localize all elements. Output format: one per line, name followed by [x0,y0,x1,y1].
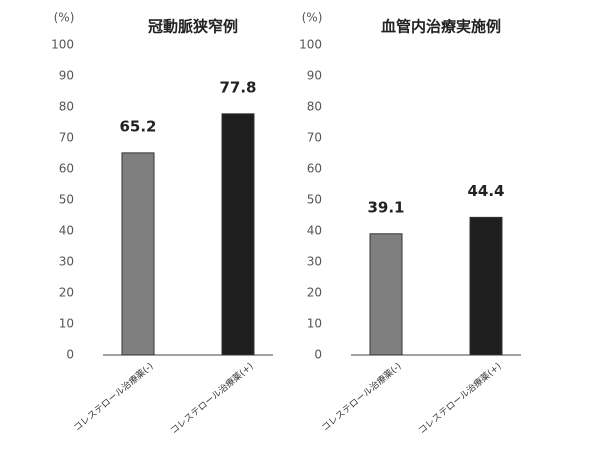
bar [369,233,403,356]
y-tick-label: 70 [307,131,322,145]
x-tick-label: コレステロール治療薬(+) [168,360,256,436]
bar [221,113,255,356]
value-label: 77.8 [219,78,256,96]
x-tick-label: コレステロール治療薬(-) [71,360,156,434]
value-label: 65.2 [119,117,156,135]
y-tick-label: 0 [66,348,74,362]
y-tick-label: 100 [51,38,74,52]
y-tick-label: 70 [59,131,74,145]
chart-title: 血管内治療実施例 [381,18,501,36]
chart-title: 冠動脈狭窄例 [148,18,238,36]
y-tick-label: 20 [59,286,74,300]
y-tick-label: 80 [307,100,322,114]
y-tick-label: 40 [307,224,322,238]
y-tick-label: 60 [307,162,322,176]
y-tick-label: 60 [59,162,74,176]
y-tick-label: 10 [307,317,322,331]
y-tick-label: 30 [307,255,322,269]
bar [469,216,503,356]
y-axis-label: (%) [54,11,75,25]
value-label: 44.4 [467,182,504,200]
y-tick-label: 0 [314,348,322,362]
value-label: 39.1 [367,198,404,216]
x-tick-label: コレステロール治療薬(+) [416,360,504,436]
y-tick-label: 90 [59,69,74,83]
y-tick-label: 10 [59,317,74,331]
y-tick-label: 90 [307,69,322,83]
y-tick-label: 30 [59,255,74,269]
x-tick-label: コレステロール治療薬(-) [319,360,404,434]
y-tick-label: 50 [307,193,322,207]
y-tick-label: 40 [59,224,74,238]
y-tick-label: 100 [299,38,322,52]
y-axis-label: (%) [302,11,323,25]
y-tick-label: 50 [59,193,74,207]
y-tick-label: 20 [307,286,322,300]
bar [121,152,155,356]
y-tick-label: 80 [59,100,74,114]
